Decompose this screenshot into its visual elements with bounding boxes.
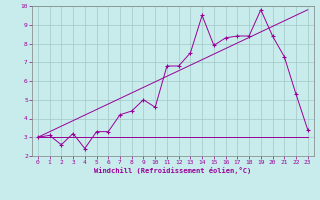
X-axis label: Windchill (Refroidissement éolien,°C): Windchill (Refroidissement éolien,°C) — [94, 167, 252, 174]
